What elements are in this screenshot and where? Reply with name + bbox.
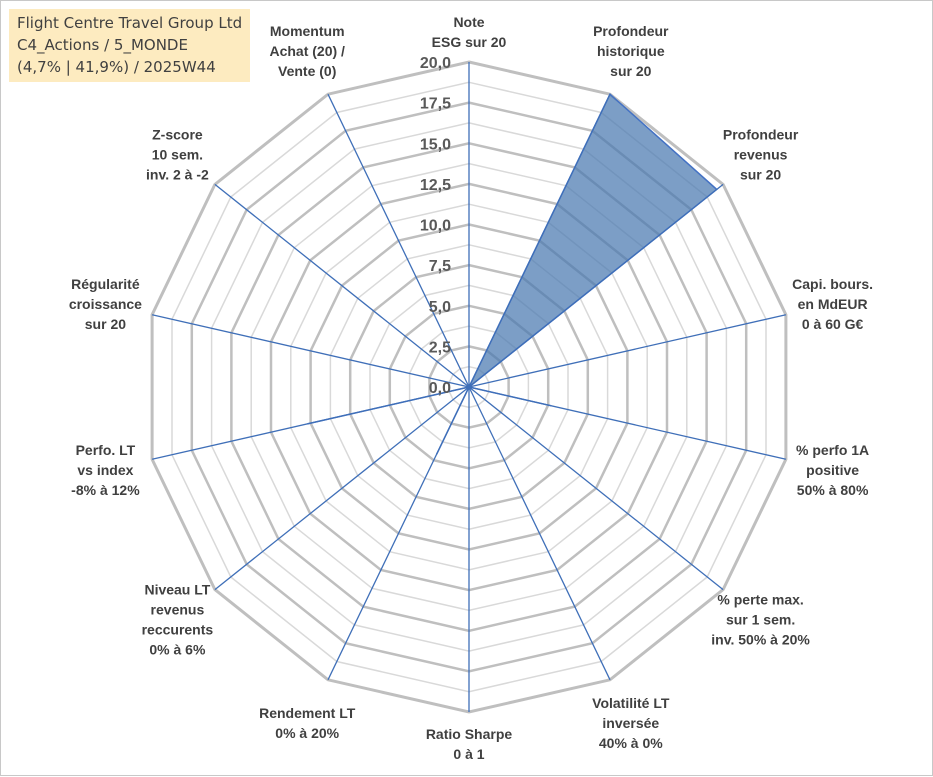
radial-tick-label: 7,5 xyxy=(429,258,451,275)
axis-label-line: revenus xyxy=(734,146,788,162)
axis-spoke xyxy=(151,314,470,388)
axis-label-line: en MdEUR xyxy=(798,296,868,312)
axis-spoke xyxy=(468,386,724,591)
axis-label: Momentum Achat (20) / Vente (0) xyxy=(269,23,345,79)
axis-label-line: sur 20 xyxy=(740,166,781,182)
axis-label-line: sur 20 xyxy=(610,63,651,79)
axis-label: Profondeur revenus sur 20 xyxy=(723,126,799,182)
axis-label-line: Profondeur xyxy=(723,126,799,142)
axis-label-line: 0% à 20% xyxy=(275,725,339,741)
axis-label-line: 10 sem. xyxy=(152,146,203,162)
axis-spoke xyxy=(327,386,470,681)
axis-label: Rendement LT 0% à 20% xyxy=(259,705,356,741)
axis-label-line: % perte max. xyxy=(717,592,803,608)
axis-label-line: Profondeur xyxy=(593,23,669,39)
chart-title-company: Flight Centre Travel Group Ltd xyxy=(17,14,243,32)
axis-label-line: Achat (20) / xyxy=(269,43,345,59)
axis-label: Capi. bours. en MdEUR 0 à 60 G€ xyxy=(792,276,873,332)
axis-label-line: 50% à 80% xyxy=(797,482,869,498)
radial-tick-label: 12,5 xyxy=(420,177,451,194)
axis-label-line: Capi. bours. xyxy=(792,276,873,292)
axis-label: Niveau LT revenus reccurents 0% à 6% xyxy=(142,582,214,658)
axis-spoke xyxy=(468,183,724,388)
axis-label-line: Note xyxy=(453,14,484,30)
axis-label-line: inv. 2 à -2 xyxy=(146,166,209,182)
radial-tick-label: 17,5 xyxy=(420,96,451,113)
axis-label-line: % perfo 1A xyxy=(796,442,869,458)
axis-label-line: revenus xyxy=(151,602,205,618)
axis-label-line: reccurents xyxy=(142,622,214,638)
axis-label-line: Vente (0) xyxy=(278,63,336,79)
axis-label-line: Ratio Sharpe xyxy=(426,726,513,742)
chart-title-box: Flight Centre Travel Group Ltd C4_Action… xyxy=(9,9,251,82)
axis-label: % perte max. sur 1 sem. inv. 50% à 20% xyxy=(711,592,810,648)
axis-label-line: Perfo. LT xyxy=(76,442,136,458)
axis-spoke xyxy=(468,314,787,388)
radial-tick-label: 0,0 xyxy=(429,380,451,397)
axis-label-line: sur 1 sem. xyxy=(726,612,795,628)
axis-label-line: positive xyxy=(806,462,859,478)
axis-spoke xyxy=(151,386,470,460)
axis-label: Régularité croissance sur 20 xyxy=(69,276,142,332)
radial-tick-label: 2,5 xyxy=(429,339,451,356)
axis-label: Volatilité LT inversée 40% à 0% xyxy=(592,695,670,751)
radial-tick-label: 5,0 xyxy=(429,299,451,316)
axis-label-line: inv. 50% à 20% xyxy=(711,632,810,648)
axis-label-line: historique xyxy=(597,43,665,59)
axis-label: Z-score 10 sem. inv. 2 à -2 xyxy=(146,126,209,182)
axis-label-line: 0 à 60 G€ xyxy=(802,316,864,332)
axis-spoke xyxy=(214,386,470,591)
axis-label-line: Volatilité LT xyxy=(592,695,670,711)
axis-label-line: sur 20 xyxy=(85,316,126,332)
axis-label-line: 0% à 6% xyxy=(149,642,206,658)
radial-tick-label: 10,0 xyxy=(420,218,451,235)
axis-label-line: 40% à 0% xyxy=(599,735,663,751)
axis-label: Note ESG sur 20 xyxy=(432,14,507,50)
axis-label-line: Momentum xyxy=(270,23,345,39)
axis-label-line: ESG sur 20 xyxy=(432,34,507,50)
axis-label-line: croissance xyxy=(69,296,142,312)
axis-label-line: inversée xyxy=(602,715,659,731)
axis-spoke xyxy=(327,93,470,388)
axis-spoke xyxy=(468,386,787,460)
axis-label-line: Niveau LT xyxy=(144,582,210,598)
radial-tick-label: 15,0 xyxy=(420,136,451,153)
axis-label-line: Rendement LT xyxy=(259,705,356,721)
axis-label: % perfo 1A positive 50% à 80% xyxy=(796,442,869,498)
radial-tick-label: 20,0 xyxy=(420,55,451,72)
axis-label: Ratio Sharpe 0 à 1 xyxy=(426,726,513,762)
axis-label: Profondeur historique sur 20 xyxy=(593,23,669,79)
axis-label: Perfo. LT vs index -8% à 12% xyxy=(71,442,140,498)
chart-title-stats: (4,7% | 41,9%) / 2025W44 xyxy=(17,58,216,76)
axis-spoke xyxy=(214,183,470,388)
axis-spoke xyxy=(468,93,611,388)
chart-title-category: C4_Actions / 5_MONDE xyxy=(17,36,188,54)
axis-spoke xyxy=(468,386,611,681)
axis-label-line: Z-score xyxy=(152,126,203,142)
axis-label-line: 0 à 1 xyxy=(453,746,484,762)
axis-label-line: vs index xyxy=(77,462,133,478)
axis-label-line: Régularité xyxy=(71,276,140,292)
axis-label-line: -8% à 12% xyxy=(71,482,140,498)
